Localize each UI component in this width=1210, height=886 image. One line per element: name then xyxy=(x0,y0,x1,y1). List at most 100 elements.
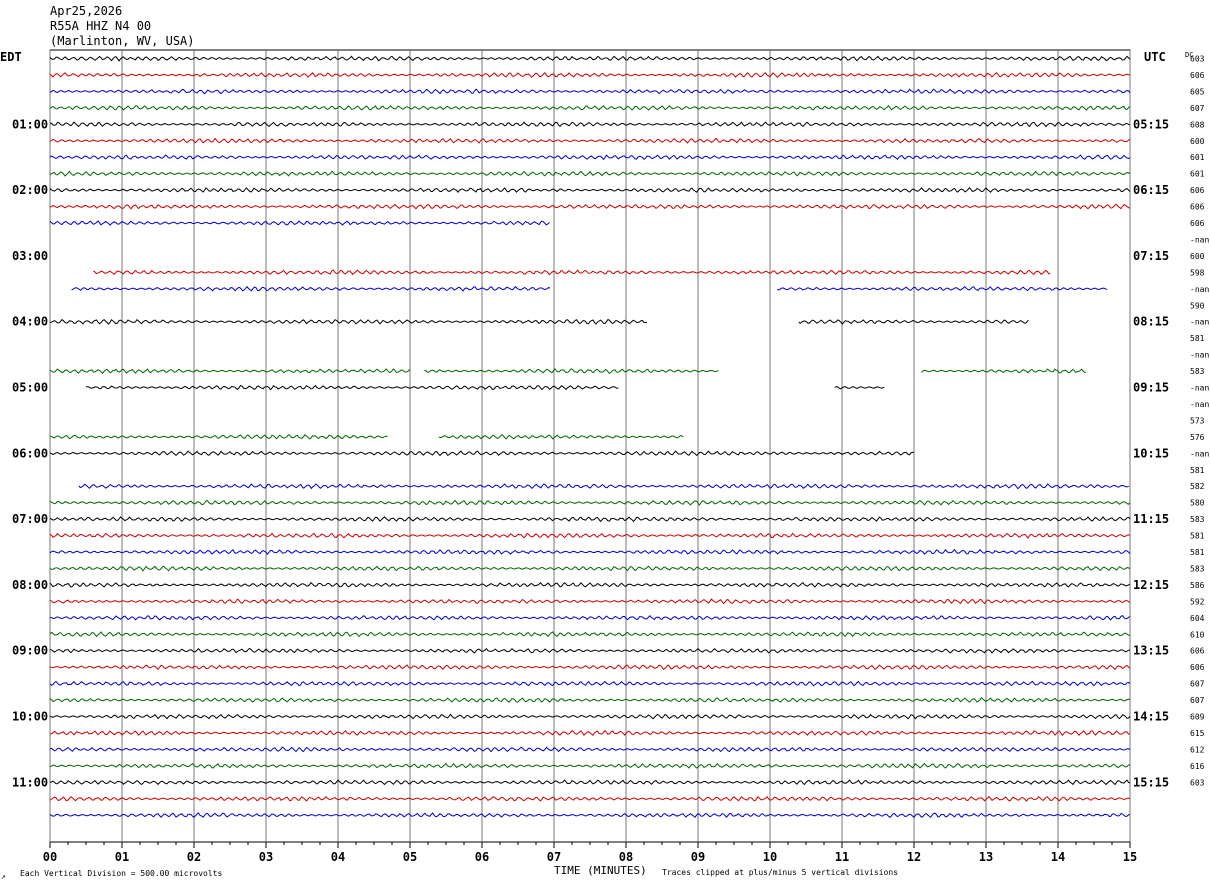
chart-station: R55A HHZ N4 00 xyxy=(50,19,152,33)
dc-offset-label: 606 xyxy=(1190,647,1205,656)
trace-line xyxy=(49,72,1131,78)
trace-line xyxy=(49,368,411,375)
right-hour-label: 11:15 xyxy=(1133,512,1169,526)
dc-offset-label: 573 xyxy=(1190,416,1205,425)
dc-offset-label: 581 xyxy=(1190,532,1205,541)
left-hour-label: 03:00 xyxy=(12,249,48,263)
dc-offset-label: 590 xyxy=(1190,301,1205,310)
trace-line xyxy=(49,548,1131,555)
left-hour-label: 10:00 xyxy=(12,710,48,724)
dc-offset-label: -nan xyxy=(1190,235,1209,244)
trace-line xyxy=(920,368,1087,374)
dc-offset-label: 616 xyxy=(1190,762,1205,771)
trace-line xyxy=(49,170,1131,177)
dc-offset-label: 576 xyxy=(1190,433,1205,442)
right-hour-label: 12:15 xyxy=(1133,578,1169,592)
dc-offset-label: 615 xyxy=(1190,729,1205,738)
trace-line xyxy=(49,795,1131,802)
trace-line xyxy=(49,499,1131,506)
left-hour-label: 01:00 xyxy=(12,117,48,131)
dc-offset-label: 603 xyxy=(1190,55,1205,64)
trace-line xyxy=(49,450,915,457)
chart-header: Apr25,2026 R55A HHZ N4 00 (Marlinton, WV… xyxy=(50,4,195,49)
trace-line xyxy=(49,433,388,440)
trace-group xyxy=(49,55,1131,819)
dc-offset-label: 608 xyxy=(1190,120,1205,129)
dc-offset-label: 610 xyxy=(1190,630,1205,639)
dc-offset-label: 601 xyxy=(1190,170,1205,179)
left-hour-label: 08:00 xyxy=(12,578,48,592)
dc-offset-label: 601 xyxy=(1190,153,1205,162)
left-hour-label: 04:00 xyxy=(12,315,48,329)
dc-offset-label: 605 xyxy=(1190,87,1205,96)
trace-line xyxy=(49,104,1131,111)
left-hour-label: 11:00 xyxy=(12,775,48,789)
right-hour-label: 05:15 xyxy=(1133,117,1169,131)
trace-line xyxy=(71,285,551,292)
x-tick-label: 12 xyxy=(907,850,921,864)
x-tick-label: 11 xyxy=(835,850,849,864)
trace-line xyxy=(49,697,1131,703)
trace-line xyxy=(49,664,1131,671)
plot-frame xyxy=(49,49,1131,843)
trace-line xyxy=(78,483,1130,490)
trace-line xyxy=(49,598,1131,605)
trace-line xyxy=(49,779,1131,786)
left-hour-label: 07:00 xyxy=(12,512,48,526)
left-hour-label: 02:00 xyxy=(12,183,48,197)
grid-lines xyxy=(49,49,1131,848)
dc-offset-label: -nan xyxy=(1190,351,1209,360)
trace-line xyxy=(49,565,1131,572)
right-hour-label: 07:15 xyxy=(1133,249,1169,263)
trace-line xyxy=(49,812,1131,819)
trace-line xyxy=(49,647,1131,654)
corner-mark-icon: ↗ xyxy=(1,872,6,881)
dc-offset-label: 598 xyxy=(1190,268,1205,277)
dc-offset-label: 582 xyxy=(1190,482,1205,491)
trace-line xyxy=(49,220,550,226)
right-hour-label: 06:15 xyxy=(1133,183,1169,197)
trace-line xyxy=(49,154,1131,161)
x-tick-label: 08 xyxy=(619,850,633,864)
right-hour-label: 15:15 xyxy=(1133,775,1169,789)
trace-line xyxy=(85,384,619,391)
trace-line xyxy=(49,121,1131,128)
dc-offset-label: 600 xyxy=(1190,252,1205,261)
dc-offset-label: 604 xyxy=(1190,614,1205,623)
dc-offset-label: 600 xyxy=(1190,137,1205,146)
trace-line xyxy=(49,680,1131,687)
x-tick-label: 00 xyxy=(43,850,57,864)
dc-offset-label: -nan xyxy=(1190,285,1209,294)
dc-offset-label: 606 xyxy=(1190,186,1205,195)
dc-offset-label: 603 xyxy=(1190,778,1205,787)
dc-offset-label: -nan xyxy=(1190,318,1209,327)
dc-offset-label: -nan xyxy=(1190,384,1209,393)
right-hour-label: 08:15 xyxy=(1133,315,1169,329)
x-tick-label: 15 xyxy=(1123,850,1137,864)
trace-line xyxy=(49,746,1131,753)
dc-offset-label: 586 xyxy=(1190,581,1205,590)
left-hour-label: 05:00 xyxy=(12,381,48,395)
trace-line xyxy=(798,319,1029,325)
trace-line xyxy=(49,516,1131,523)
x-tick-label: 02 xyxy=(187,850,201,864)
axis-labels: EDT UTC DC TIME (MINUTES) Each Vertical … xyxy=(0,50,1209,881)
trace-line xyxy=(49,55,1131,62)
x-tick-label: 09 xyxy=(691,850,705,864)
dc-offset-label: 607 xyxy=(1190,104,1205,113)
dc-header-label: DC xyxy=(1185,51,1193,59)
dc-offset-label: 583 xyxy=(1190,564,1205,573)
dc-offset-label: 607 xyxy=(1190,696,1205,705)
trace-line xyxy=(834,386,885,390)
left-hour-label: 09:00 xyxy=(12,644,48,658)
trace-line xyxy=(49,615,1131,621)
trace-line xyxy=(49,318,648,325)
right-hour-label: 10:15 xyxy=(1133,446,1169,460)
scale-note: Each Vertical Division = 500.00 microvol… xyxy=(20,869,222,878)
dc-offset-label: 592 xyxy=(1190,597,1205,606)
right-hour-label: 13:15 xyxy=(1133,644,1169,658)
dc-offset-label: -nan xyxy=(1190,449,1209,458)
dc-offset-label: 606 xyxy=(1190,663,1205,672)
x-tick-label: 10 xyxy=(763,850,777,864)
